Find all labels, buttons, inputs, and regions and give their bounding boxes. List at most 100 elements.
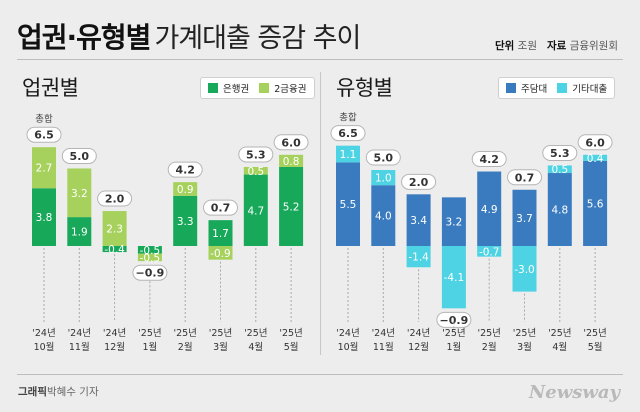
total-label-sector-7: 6.0 [281, 136, 301, 149]
bar-label-sector-1-6: 0.5 [247, 166, 264, 178]
tick-year-sector-7: '25년 [279, 328, 302, 339]
bar-label-sector-0-6: 4.7 [247, 205, 264, 217]
tick-month-type-1: 11월 [373, 341, 394, 353]
tick-year-sector-1: '24년 [68, 328, 91, 339]
bar-sector-1-0 [32, 147, 56, 189]
tick-month-sector-4: 2월 [178, 341, 193, 353]
total-label-sector-1: 5.0 [70, 150, 90, 163]
tick-month-type-3: 1월 [447, 341, 462, 353]
bar-label-sector-0-1: 1.9 [71, 227, 88, 239]
bar-label-type-0-0: 5.5 [340, 199, 357, 211]
bar-type-1-1 [371, 170, 396, 186]
bar-label-type-0-1: 4.0 [375, 211, 392, 223]
legend-item-second: 2금융권 [259, 81, 307, 95]
total-pill-sector-6 [238, 146, 274, 163]
total-pill-type-4 [471, 151, 507, 168]
tick-year-type-5: '25년 [513, 328, 536, 339]
bar-label-sector-0-5: 1.7 [212, 228, 229, 240]
tick-year-sector-2: '24년 [103, 328, 126, 339]
bar-sector-1-3 [137, 253, 162, 262]
total-label-sector-2: 2.0 [105, 193, 125, 206]
total-label-type-6: 5.3 [550, 147, 570, 160]
meta-info: 단위 조원 자료 금융위원회 [495, 38, 618, 53]
tick-year-sector-3: '25년 [138, 328, 161, 339]
bar-type-1-2 [406, 246, 431, 268]
bar-type-0-0 [336, 162, 360, 246]
bar-sector-1-1 [67, 168, 92, 218]
bar-label-type-1-3: -4.1 [444, 272, 465, 284]
bar-sector-0-7 [279, 166, 304, 246]
bar-label-sector-0-0: 3.8 [36, 212, 53, 224]
bar-label-sector-1-2: 2.3 [106, 224, 123, 236]
tick-month-sector-5: 3월 [213, 341, 228, 353]
source-label: 자료 [547, 40, 567, 52]
total-pill-sector-5 [203, 199, 238, 216]
bar-sector-1-2 [102, 211, 127, 246]
tick-month-type-2: 12월 [408, 341, 429, 353]
bar-sector-0-1 [67, 217, 92, 246]
panel-title-sector: 업권별 [22, 76, 79, 100]
total-pill-type-6 [542, 144, 578, 161]
bar-sector-0-5 [208, 220, 233, 246]
bar-sector-0-0 [32, 188, 56, 246]
footer-credit: 그래픽박혜수 기자 [18, 384, 99, 399]
bar-label-sector-1-5: -0.9 [210, 248, 231, 260]
bar-label-type-0-4: 4.9 [481, 204, 498, 216]
total-label-type-4: 4.2 [479, 153, 499, 166]
bar-type-0-1 [371, 185, 396, 246]
bar-sector-0-6 [243, 174, 268, 246]
bar-label-sector-1-0: 2.7 [36, 163, 53, 175]
total-caption-sector: 총합 [35, 114, 53, 125]
total-label-type-0: 6.5 [338, 127, 358, 140]
tick-year-type-7: '25년 [583, 328, 606, 339]
legend-item-mortgage: 주담대 [506, 81, 547, 95]
total-pill-type-0 [330, 125, 366, 142]
total-pill-sector-2 [97, 190, 133, 207]
tick-month-sector-3: 1월 [143, 341, 158, 353]
bar-sector-1-7 [279, 154, 304, 167]
bar-label-type-1-2: -1.4 [408, 252, 429, 264]
bar-type-0-7 [583, 160, 608, 246]
legend-label-bank: 은행권 [223, 84, 250, 95]
bar-sector-0-3 [137, 246, 162, 254]
bar-type-0-6 [547, 173, 572, 246]
tick-month-type-7: 5월 [588, 341, 603, 353]
bar-label-type-1-6: 0.5 [551, 164, 568, 176]
tick-year-sector-6: '25년 [244, 328, 267, 339]
tick-month-type-6: 4월 [552, 341, 567, 353]
tick-year-type-6: '25년 [548, 328, 571, 339]
total-pill-type-5 [507, 169, 542, 186]
total-label-type-7: 6.0 [585, 136, 605, 149]
tick-month-sector-2: 12월 [104, 341, 125, 353]
bar-label-sector-0-7: 5.2 [283, 201, 300, 213]
bar-type-0-2 [406, 194, 431, 246]
legend-type: 주담대 기타대출 [498, 77, 616, 99]
tick-year-type-1: '24년 [372, 328, 395, 339]
unit-label: 단위 [495, 40, 515, 52]
bar-label-sector-0-2: -0.4 [104, 244, 125, 256]
total-label-type-5: 0.7 [515, 171, 535, 184]
bar-label-type-0-2: 3.4 [410, 215, 427, 227]
title-rest: 가계대출 증감 추이 [154, 23, 361, 54]
total-label-sector-0: 6.5 [34, 129, 54, 142]
bar-label-sector-1-7: 0.8 [283, 156, 300, 168]
header-rule [17, 59, 623, 60]
legend-sector: 은행권 2금융권 [200, 77, 315, 99]
total-pill-sector-1 [61, 147, 97, 164]
footer-rule [17, 374, 623, 375]
tick-year-type-4: '25년 [477, 328, 500, 339]
bar-label-sector-0-3: -0.5 [140, 245, 161, 257]
bar-label-type-1-0: 1.1 [340, 149, 357, 161]
total-pill-sector-4 [167, 161, 203, 178]
legend-item-other: 기타대출 [557, 81, 607, 95]
bar-label-type-1-7: 0.4 [587, 153, 604, 165]
bar-type-1-7 [583, 154, 608, 161]
total-label-sector-5: 0.7 [211, 202, 231, 215]
bar-label-type-1-5: -3.0 [514, 264, 535, 276]
legend-label-other: 기타대출 [572, 84, 608, 95]
legend-item-bank: 은행권 [208, 81, 249, 95]
bar-label-type-0-6: 4.8 [551, 205, 568, 217]
bar-label-sector-1-1: 3.2 [71, 188, 88, 200]
bar-type-1-5 [512, 246, 537, 292]
tick-month-sector-6: 4월 [248, 341, 263, 353]
